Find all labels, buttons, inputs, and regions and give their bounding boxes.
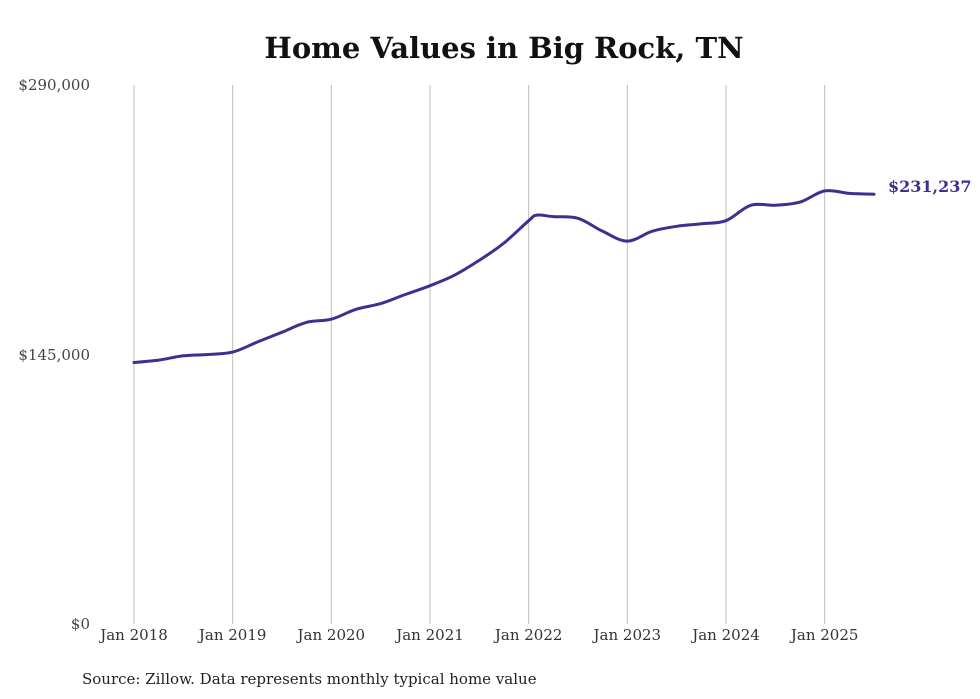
- vertical-gridlines: [133, 85, 826, 624]
- x-tick-label: Jan 2019: [197, 626, 267, 644]
- x-tick-label: Jan 2020: [296, 626, 366, 644]
- chart-title: Home Values in Big Rock, TN: [264, 31, 743, 65]
- y-axis-ticks: $290,000 $145,000 $0: [18, 76, 90, 633]
- source-note: Source: Zillow. Data represents monthly …: [82, 670, 537, 688]
- x-tick-label: Jan 2021: [394, 626, 464, 644]
- x-tick-label: Jan 2025: [789, 626, 859, 644]
- y-tick-label: $0: [71, 615, 90, 633]
- x-axis-ticks: Jan 2018 Jan 2019 Jan 2020 Jan 2021 Jan 2022…: [98, 626, 858, 644]
- x-tick-label: Jan 2023: [592, 626, 662, 644]
- home-value-line: [132, 189, 876, 364]
- x-tick-label: Jan 2024: [690, 626, 760, 644]
- latest-value-label: $231,237: [888, 177, 972, 196]
- y-tick-label: $290,000: [18, 76, 90, 94]
- x-tick-label: Jan 2022: [493, 626, 563, 644]
- y-tick-label: $145,000: [18, 346, 90, 364]
- x-tick-label: Jan 2018: [98, 626, 168, 644]
